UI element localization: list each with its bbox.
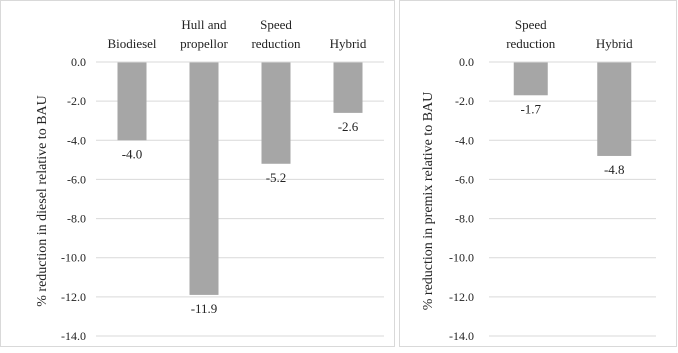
y-tick-label: -2.0	[455, 94, 474, 108]
y-tick-label: -10.0	[449, 251, 474, 265]
y-tick-label: -2.0	[67, 94, 86, 108]
bar	[261, 62, 291, 164]
y-tick-label: -10.0	[61, 251, 86, 265]
y-tick-label: -4.0	[455, 133, 474, 147]
category-label: Hybrid	[596, 36, 633, 51]
y-axis-title: % reduction in premix relative to BAU	[421, 92, 436, 311]
y-tick-label: -4.0	[67, 133, 86, 147]
category-label: reduction	[251, 36, 301, 51]
data-label: -11.9	[191, 301, 218, 316]
category-label: Biodiesel	[107, 36, 156, 51]
y-tick-label: -8.0	[455, 212, 474, 226]
bar	[117, 62, 147, 141]
y-tick-label: 0.0	[459, 55, 474, 69]
chart-diesel: 0.0 -2.0 -4.0 -6.0 -8.0 -10.0 -12.0 -14.0 -4.0 Bi…	[35, 17, 384, 343]
category-label: reduction	[506, 36, 556, 51]
y-tick-label: -14.0	[449, 329, 474, 343]
y-tick-label: -8.0	[67, 212, 86, 226]
category-label: Hull and	[181, 17, 227, 32]
data-label: -4.0	[122, 146, 143, 161]
y-tick-label: -6.0	[455, 172, 474, 186]
y-axis-title: % reduction in diesel relative to BAU	[35, 95, 50, 307]
category-label: Speed	[515, 17, 547, 32]
category-label: Hybrid	[330, 36, 367, 51]
category-label: Speed	[260, 17, 292, 32]
chart-2-border	[399, 0, 677, 347]
data-label: -4.8	[604, 162, 625, 177]
bar	[189, 62, 219, 295]
data-label: -5.2	[266, 170, 287, 185]
y-tick-label: -6.0	[67, 172, 86, 186]
bar	[597, 62, 632, 156]
y-tick-label: -14.0	[61, 329, 86, 343]
bar	[333, 62, 363, 113]
y-tick-label: 0.0	[71, 55, 86, 69]
chart-premix: 0.0 -2.0 -4.0 -6.0 -8.0 -10.0 -12.0 -14.0 -1.7 Sp…	[421, 17, 656, 343]
data-label: -2.6	[338, 119, 359, 134]
y-tick-label: -12.0	[61, 290, 86, 304]
y-tick-label: -12.0	[449, 290, 474, 304]
category-label: propellor	[180, 36, 228, 51]
data-label: -1.7	[520, 101, 541, 116]
bar	[513, 62, 548, 96]
chart-1-border	[0, 0, 395, 347]
